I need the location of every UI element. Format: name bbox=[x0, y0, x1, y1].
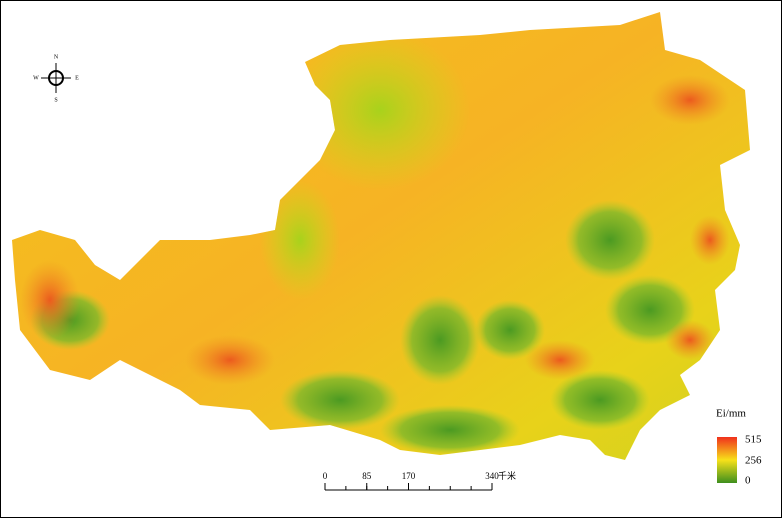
legend-label: 515 bbox=[745, 434, 762, 446]
scale-unit: 千米 bbox=[498, 470, 516, 481]
compass-s: S bbox=[54, 97, 57, 103]
compass: N W E S bbox=[33, 54, 79, 103]
scale-tick-label: 340 bbox=[485, 471, 499, 481]
legend-label: 256 bbox=[745, 455, 762, 467]
compass-w: W bbox=[33, 75, 39, 81]
scale-tick-label: 170 bbox=[402, 471, 416, 481]
legend-label: 0 bbox=[745, 475, 751, 487]
compass-n: N bbox=[54, 54, 59, 60]
compass-e: E bbox=[75, 75, 79, 81]
legend-title: Ei/mm bbox=[716, 408, 746, 420]
scale-tick-label: 0 bbox=[323, 471, 328, 481]
scale-tick-label: 85 bbox=[362, 471, 372, 481]
legend: Ei/mm 515 256 0 bbox=[716, 408, 762, 487]
legend-ramp bbox=[717, 437, 737, 483]
scale-bar: 0 85 170 340 千米 bbox=[323, 470, 516, 491]
